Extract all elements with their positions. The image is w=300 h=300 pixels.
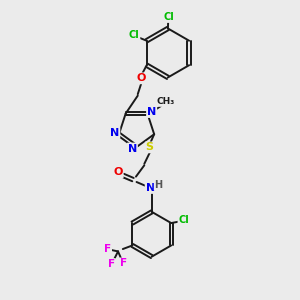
- Text: Cl: Cl: [163, 12, 174, 22]
- Text: F: F: [104, 244, 111, 254]
- Text: N: N: [110, 128, 119, 138]
- Text: N: N: [128, 143, 137, 154]
- Text: F: F: [108, 259, 115, 269]
- Text: Cl: Cl: [129, 30, 140, 40]
- Text: N: N: [146, 183, 155, 193]
- Text: H: H: [154, 180, 163, 190]
- Text: Cl: Cl: [178, 215, 189, 225]
- Text: O: O: [113, 167, 123, 177]
- Text: S: S: [146, 142, 154, 152]
- Text: CH₃: CH₃: [156, 97, 175, 106]
- Text: F: F: [120, 258, 127, 268]
- Text: O: O: [136, 73, 146, 83]
- Text: N: N: [147, 107, 156, 117]
